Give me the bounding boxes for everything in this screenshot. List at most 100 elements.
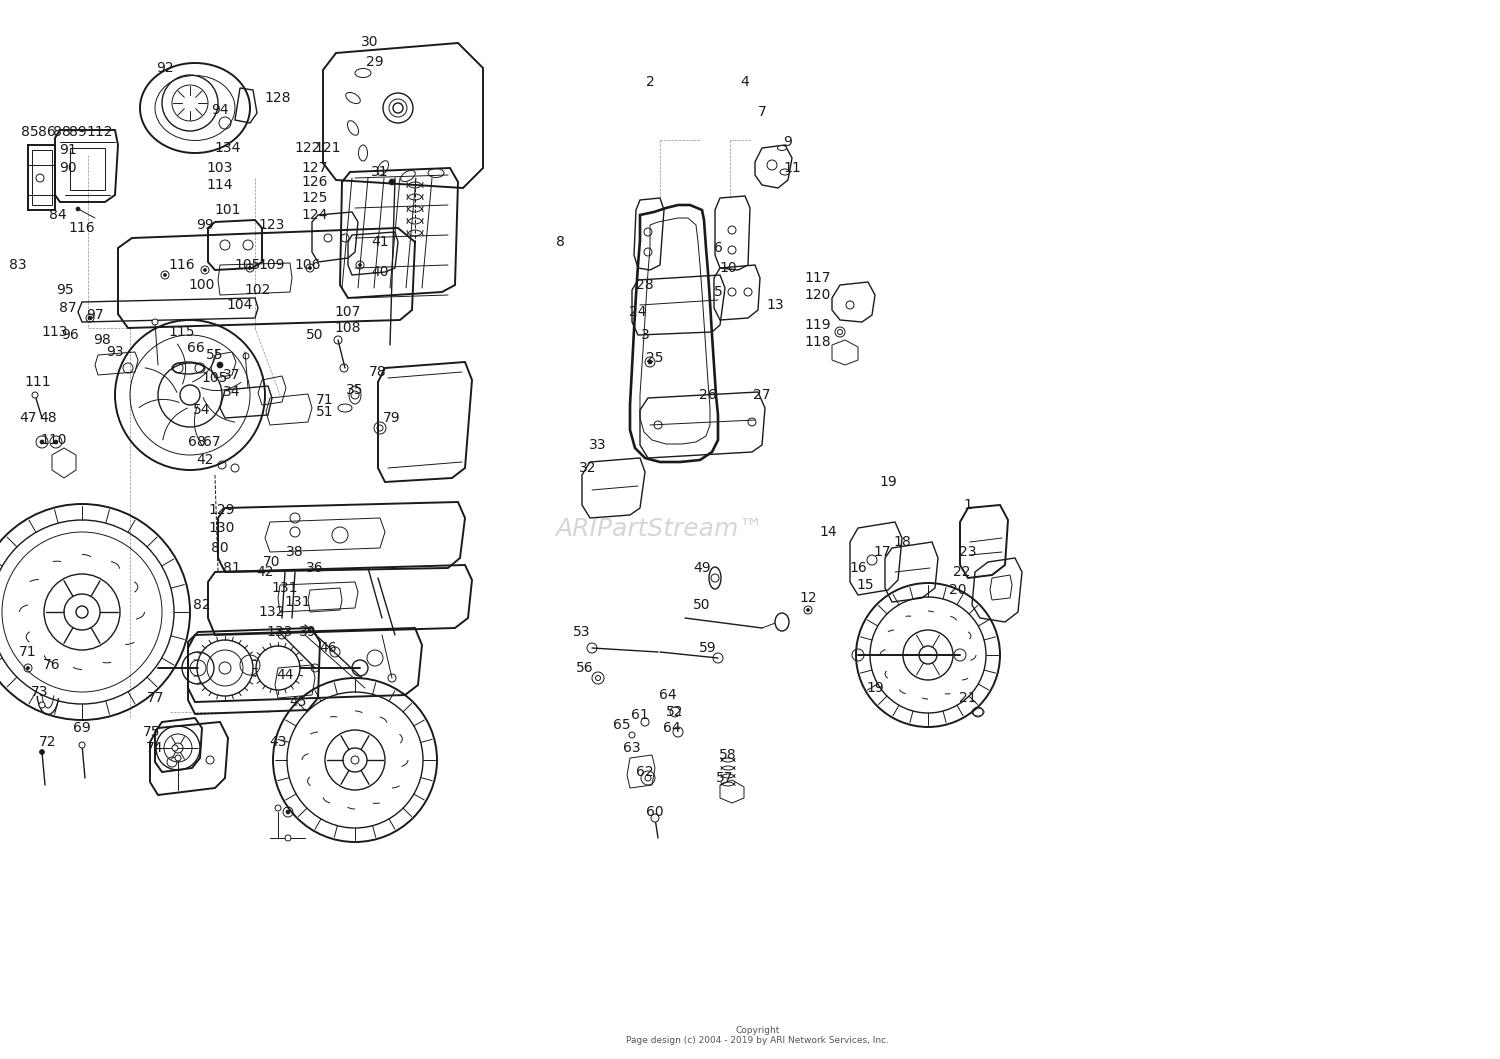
- Circle shape: [80, 742, 86, 748]
- Text: 36: 36: [306, 561, 324, 575]
- Text: 110: 110: [40, 433, 68, 447]
- Text: 105: 105: [202, 371, 228, 385]
- Circle shape: [54, 439, 58, 444]
- Text: 2: 2: [645, 75, 654, 89]
- Text: 30: 30: [362, 35, 378, 49]
- Text: 45: 45: [290, 695, 306, 708]
- Circle shape: [249, 267, 252, 269]
- Circle shape: [285, 834, 291, 841]
- Text: 114: 114: [207, 178, 234, 192]
- Text: 3: 3: [640, 328, 650, 342]
- Circle shape: [76, 207, 80, 211]
- Text: 41: 41: [370, 235, 388, 249]
- Text: 7: 7: [758, 105, 766, 119]
- Text: 109: 109: [258, 258, 285, 272]
- Text: 40: 40: [372, 265, 388, 279]
- Text: 63: 63: [622, 741, 640, 755]
- Text: 82: 82: [194, 598, 211, 612]
- Text: 37: 37: [224, 367, 240, 382]
- Ellipse shape: [710, 567, 722, 589]
- Text: 53: 53: [573, 625, 591, 639]
- Text: 87: 87: [58, 301, 76, 315]
- Text: 51: 51: [316, 405, 334, 419]
- Text: 133: 133: [267, 625, 292, 639]
- Text: 112: 112: [87, 125, 114, 139]
- Circle shape: [286, 810, 290, 814]
- Circle shape: [645, 775, 651, 780]
- Text: 81: 81: [224, 561, 242, 575]
- Text: 79: 79: [382, 411, 400, 425]
- Circle shape: [596, 676, 600, 681]
- Text: 86: 86: [38, 125, 56, 139]
- Text: 94: 94: [211, 103, 230, 116]
- Text: 6: 6: [714, 241, 723, 255]
- Text: 124: 124: [302, 208, 328, 222]
- Text: 9: 9: [783, 134, 792, 149]
- Circle shape: [36, 174, 44, 182]
- Text: 19: 19: [879, 475, 897, 489]
- Text: 42: 42: [196, 453, 213, 467]
- Text: 70: 70: [264, 555, 280, 569]
- Text: 57: 57: [717, 771, 734, 785]
- Circle shape: [88, 316, 92, 320]
- Text: 107: 107: [334, 305, 362, 319]
- Text: 108: 108: [334, 321, 362, 335]
- Circle shape: [217, 362, 223, 367]
- Text: 131: 131: [285, 595, 312, 609]
- Text: 1: 1: [963, 498, 972, 511]
- Text: 33: 33: [590, 438, 606, 452]
- Text: 18: 18: [892, 535, 910, 549]
- Circle shape: [164, 273, 166, 276]
- Text: 52: 52: [666, 705, 684, 719]
- Text: 113: 113: [42, 325, 69, 339]
- Text: 47: 47: [20, 411, 36, 425]
- Text: 8: 8: [555, 235, 564, 249]
- Text: 68: 68: [188, 435, 206, 449]
- Circle shape: [837, 329, 843, 335]
- Text: 21: 21: [958, 692, 976, 705]
- Ellipse shape: [776, 613, 789, 631]
- Text: 130: 130: [209, 521, 236, 535]
- Text: 23: 23: [960, 545, 976, 559]
- Text: 92: 92: [156, 61, 174, 75]
- Text: 104: 104: [226, 298, 254, 312]
- Text: 83: 83: [9, 258, 27, 272]
- Text: 118: 118: [804, 335, 831, 349]
- Text: 34: 34: [224, 385, 240, 399]
- Text: 73: 73: [32, 685, 48, 699]
- Text: 111: 111: [24, 375, 51, 389]
- Text: 88: 88: [53, 125, 70, 139]
- Text: 71: 71: [20, 645, 38, 659]
- Text: 134: 134: [214, 141, 242, 155]
- Text: 132: 132: [260, 605, 285, 620]
- Text: 98: 98: [93, 333, 111, 347]
- Text: 69: 69: [74, 721, 92, 735]
- Text: 105: 105: [236, 258, 261, 272]
- Text: 46: 46: [320, 641, 338, 656]
- Circle shape: [651, 814, 658, 822]
- Text: 95: 95: [56, 283, 74, 297]
- Text: 49: 49: [693, 561, 711, 575]
- Text: 20: 20: [950, 584, 966, 597]
- Text: 121: 121: [315, 141, 340, 155]
- Text: 96: 96: [62, 328, 80, 342]
- Text: 58: 58: [718, 748, 736, 762]
- Text: 43: 43: [270, 735, 286, 749]
- Text: 29: 29: [366, 55, 384, 69]
- Text: 120: 120: [806, 288, 831, 302]
- Text: 119: 119: [804, 318, 831, 333]
- Text: 56: 56: [576, 661, 594, 675]
- Text: 10: 10: [718, 261, 736, 275]
- Text: 102: 102: [244, 283, 272, 297]
- Text: 14: 14: [819, 525, 837, 539]
- Text: 48: 48: [39, 411, 57, 425]
- Circle shape: [172, 744, 178, 751]
- Text: 38: 38: [286, 545, 304, 559]
- Text: 85: 85: [21, 125, 39, 139]
- Circle shape: [176, 755, 181, 761]
- Circle shape: [628, 732, 634, 738]
- Text: 28: 28: [636, 279, 654, 292]
- Text: 61: 61: [632, 708, 650, 722]
- Text: 64: 64: [658, 688, 676, 702]
- Text: 78: 78: [369, 365, 387, 379]
